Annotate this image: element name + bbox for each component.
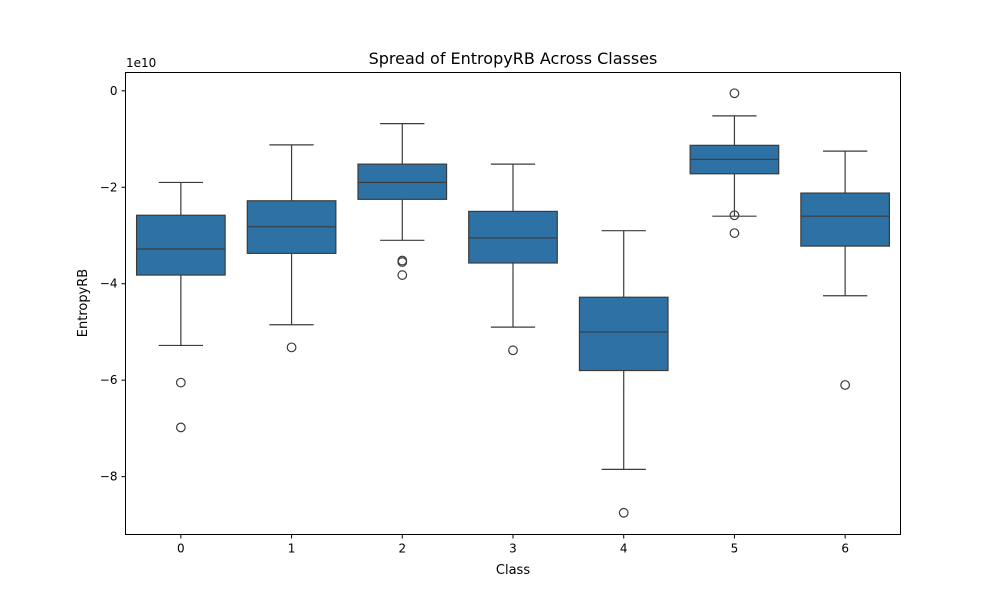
x-tick-label: 5 (731, 542, 739, 556)
outlier-point (286, 342, 297, 353)
iqr-box (357, 163, 448, 200)
iqr-box (578, 296, 669, 372)
iqr-box (800, 192, 891, 247)
plot-frame (125, 72, 901, 535)
outlier-point (397, 257, 408, 267)
y-axis-label: EntropyRB (76, 269, 91, 337)
iqr-box (468, 210, 558, 264)
y-tick-label: 0 (110, 84, 118, 98)
outlier-point (397, 270, 408, 280)
x-tick-label: 4 (620, 542, 628, 556)
outlier-point (729, 88, 740, 99)
iqr-box (135, 214, 226, 276)
x-tick-label: 0 (177, 542, 185, 556)
y-axis-offset-label: 1e10 (126, 56, 156, 70)
outlier-point (840, 380, 851, 390)
chart-title: Spread of EntropyRB Across Classes (369, 49, 658, 68)
outlier-point (729, 210, 740, 221)
y-tick-label: −6 (100, 373, 118, 387)
y-tick-label: −2 (100, 180, 118, 194)
outlier-point (508, 345, 518, 356)
outlier-point (618, 507, 629, 518)
y-tick-label: −8 (100, 470, 118, 484)
outlier-point (175, 377, 186, 388)
y-tick-label: −4 (100, 277, 118, 291)
outlier-point (729, 228, 740, 238)
plot-area: 0 −2 −4 −6 −8 0 1 2 3 4 5 6 (100, 84, 891, 556)
x-tick-label: 1 (288, 542, 296, 556)
outlier-point (175, 422, 186, 433)
x-tick-label: 3 (509, 542, 517, 556)
x-axis-label: Class (496, 563, 530, 578)
x-tick-label: 2 (398, 542, 406, 556)
x-tick-label: 6 (841, 542, 849, 556)
